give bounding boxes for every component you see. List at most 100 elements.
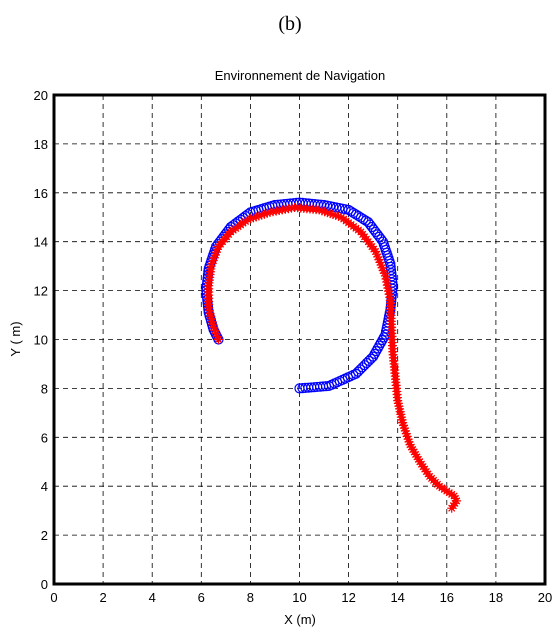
marker-star	[377, 263, 387, 273]
marker-star	[212, 331, 222, 341]
marker-star	[399, 420, 409, 430]
marker-star	[320, 207, 330, 217]
marker-star	[371, 246, 381, 256]
marker-star	[243, 215, 253, 225]
marker-star	[405, 440, 415, 450]
marker-star	[265, 207, 275, 217]
marker-star	[393, 396, 403, 406]
marker-star	[402, 431, 412, 441]
x-tick-label: 6	[198, 590, 205, 605]
marker-star	[383, 286, 393, 296]
marker-circle	[355, 212, 366, 223]
marker-star	[314, 205, 324, 215]
x-tick-label: 18	[489, 590, 503, 605]
marker-star	[408, 445, 418, 455]
x-tick-label: 16	[440, 590, 454, 605]
x-tick-label: 2	[99, 590, 106, 605]
marker-star	[376, 260, 386, 270]
marker-star	[394, 401, 404, 411]
marker-star	[373, 252, 383, 262]
marker-circle	[375, 337, 386, 348]
marker-star	[404, 437, 414, 447]
x-tick-label: 4	[149, 590, 156, 605]
marker-star	[209, 253, 219, 263]
marker-star	[328, 209, 338, 219]
marker-star	[411, 449, 421, 459]
y-tick-label: 8	[41, 381, 48, 396]
marker-star	[325, 209, 335, 219]
y-tick-labels: 0 2 4 6 8 10 12 14 16 18 20	[34, 88, 48, 592]
marker-star	[206, 311, 216, 321]
plot-frame	[52, 93, 547, 586]
x-tick-label: 8	[247, 590, 254, 605]
marker-star	[204, 306, 214, 316]
marker-star	[379, 268, 389, 278]
marker-circle	[374, 340, 385, 351]
x-tick-label: 12	[341, 590, 355, 605]
marker-star	[317, 206, 327, 216]
marker-circle	[372, 343, 383, 354]
marker-star	[208, 319, 218, 329]
y-tick-label: 16	[34, 186, 48, 201]
x-axis-label: X (m)	[284, 612, 316, 627]
y-tick-label: 2	[41, 528, 48, 543]
marker-star	[383, 283, 393, 293]
marker-circle	[360, 215, 371, 226]
marker-star	[246, 214, 256, 224]
marker-star	[381, 274, 391, 284]
y-tick-label: 12	[34, 284, 48, 299]
marker-star	[271, 206, 281, 216]
marker-star	[380, 271, 390, 281]
marker-star	[208, 256, 218, 266]
marker-star	[268, 207, 278, 217]
marker-circle	[368, 351, 379, 362]
marker-star	[212, 244, 222, 254]
marker-star	[207, 317, 217, 327]
marker-star	[450, 493, 460, 503]
marker-star	[396, 412, 406, 422]
marker-star	[397, 415, 407, 425]
marker-star	[412, 452, 422, 462]
x-tick-label: 20	[538, 590, 552, 605]
x-tick-label: 0	[50, 590, 57, 605]
marker-star	[248, 213, 258, 223]
marker-star	[206, 314, 216, 324]
marker-star	[209, 322, 219, 332]
marker-star	[399, 423, 409, 433]
marker-star	[400, 426, 410, 436]
marker-star	[251, 212, 261, 222]
x-tick-labels: 0 2 4 6 8 10 12 14 16 18 20	[50, 590, 552, 605]
marker-star	[280, 204, 290, 214]
marker-star	[205, 308, 215, 318]
marker-star	[333, 211, 343, 221]
marker-star	[374, 255, 384, 265]
marker-star	[403, 434, 413, 444]
marker-star	[395, 404, 405, 414]
marker-circle	[371, 346, 382, 357]
marker-star	[398, 418, 408, 428]
marker-star	[322, 208, 332, 218]
marker-star	[447, 503, 457, 513]
y-axis-label: Y ( m)	[8, 321, 23, 356]
chart-title: Environnement de Navigation	[215, 68, 386, 83]
marker-star	[331, 210, 341, 220]
marker-star	[395, 407, 405, 417]
marker-star	[206, 261, 216, 271]
marker-star	[382, 277, 392, 287]
marker-circle	[353, 210, 364, 222]
y-tick-label: 0	[41, 577, 48, 592]
marker-star	[384, 289, 394, 299]
x-tick-label: 10	[292, 590, 306, 605]
marker-star	[207, 258, 217, 268]
y-tick-label: 4	[41, 479, 48, 494]
series-1	[204, 202, 462, 513]
marker-star	[213, 335, 223, 344]
y-tick-label: 18	[34, 137, 48, 152]
panel-label: (b)	[278, 13, 301, 35]
marker-star	[257, 210, 267, 220]
grid-lines	[54, 95, 545, 584]
marker-star	[401, 429, 411, 439]
y-tick-label: 10	[34, 333, 48, 348]
marker-star	[385, 292, 395, 302]
marker-circle	[358, 213, 369, 225]
